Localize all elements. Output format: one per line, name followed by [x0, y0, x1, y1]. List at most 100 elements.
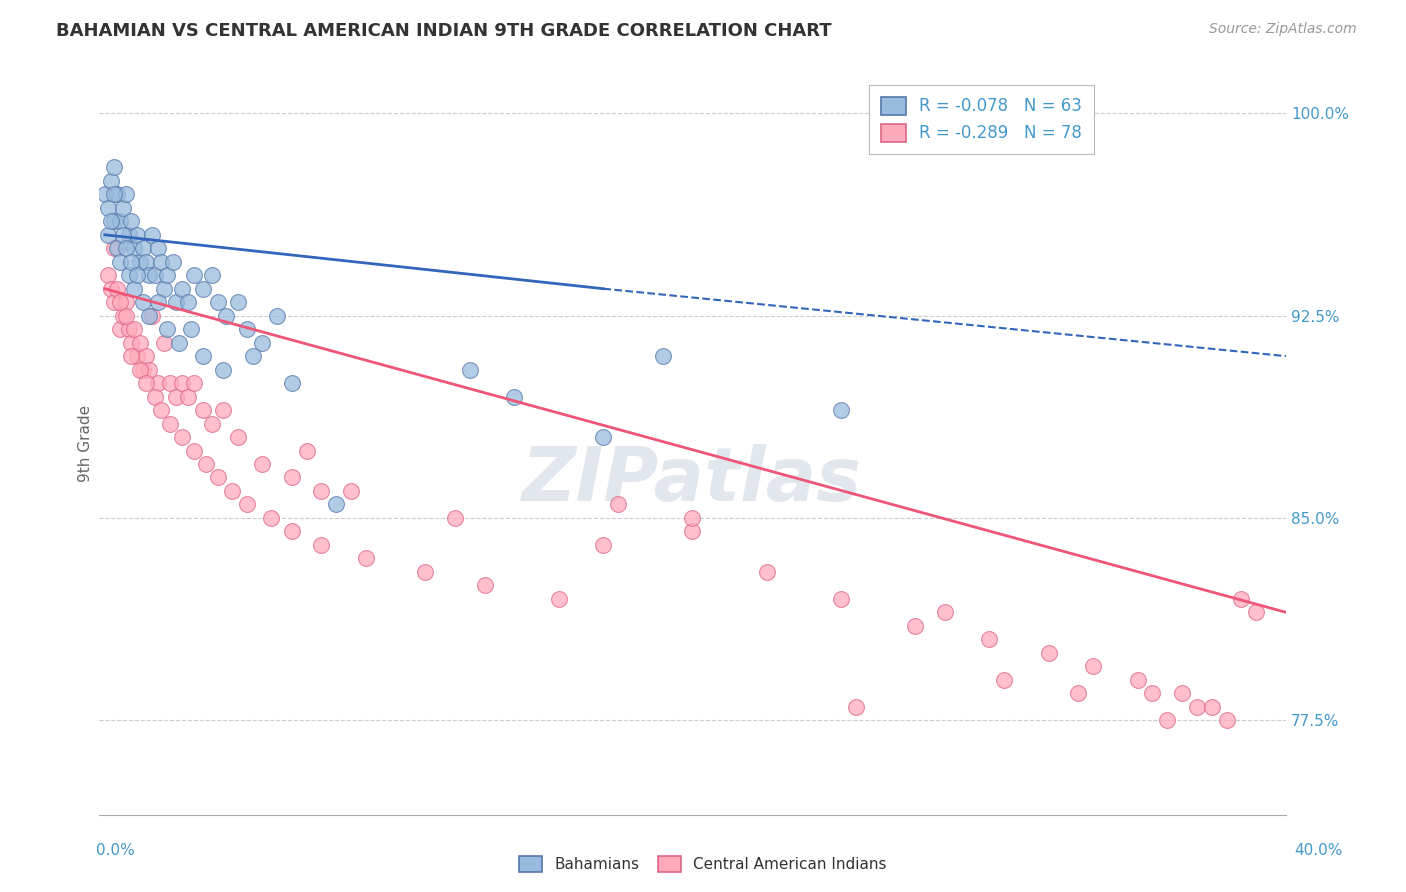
- Point: [170, 282, 193, 296]
- Point: [170, 376, 193, 390]
- Point: [845, 699, 868, 714]
- Point: [547, 591, 569, 606]
- Point: [150, 403, 173, 417]
- Text: 40.0%: 40.0%: [1295, 843, 1343, 858]
- Point: [108, 254, 131, 268]
- Point: [97, 201, 120, 215]
- Point: [148, 295, 170, 310]
- Point: [124, 282, 146, 296]
- Point: [458, 362, 481, 376]
- Point: [111, 227, 134, 242]
- Point: [1038, 646, 1060, 660]
- Point: [250, 457, 273, 471]
- Point: [1185, 699, 1208, 714]
- Point: [592, 430, 614, 444]
- Point: [993, 673, 1015, 687]
- Point: [138, 362, 160, 376]
- Point: [830, 403, 852, 417]
- Point: [250, 335, 273, 350]
- Point: [103, 241, 125, 255]
- Text: 0.0%: 0.0%: [96, 843, 135, 858]
- Text: Source: ZipAtlas.com: Source: ZipAtlas.com: [1209, 22, 1357, 37]
- Point: [103, 295, 125, 310]
- Point: [105, 282, 128, 296]
- Point: [170, 430, 193, 444]
- Point: [226, 430, 249, 444]
- Point: [1215, 713, 1237, 727]
- Point: [681, 511, 703, 525]
- Point: [444, 511, 467, 525]
- Point: [100, 282, 122, 296]
- Point: [156, 322, 179, 336]
- Point: [979, 632, 1001, 647]
- Point: [135, 349, 157, 363]
- Point: [592, 538, 614, 552]
- Point: [159, 376, 181, 390]
- Text: BAHAMIAN VS CENTRAL AMERICAN INDIAN 9TH GRADE CORRELATION CHART: BAHAMIAN VS CENTRAL AMERICAN INDIAN 9TH …: [56, 22, 832, 40]
- Point: [129, 335, 152, 350]
- Point: [1126, 673, 1149, 687]
- Point: [221, 483, 243, 498]
- Point: [127, 349, 149, 363]
- Point: [141, 309, 163, 323]
- Point: [148, 376, 170, 390]
- Point: [148, 241, 170, 255]
- Point: [1171, 686, 1194, 700]
- Point: [159, 417, 181, 431]
- Point: [103, 214, 125, 228]
- Point: [212, 362, 235, 376]
- Point: [143, 390, 166, 404]
- Point: [124, 322, 146, 336]
- Point: [117, 227, 139, 242]
- Point: [236, 322, 259, 336]
- Point: [681, 524, 703, 539]
- Point: [103, 187, 125, 202]
- Point: [167, 335, 190, 350]
- Point: [830, 591, 852, 606]
- Point: [94, 187, 117, 202]
- Point: [103, 161, 125, 175]
- Point: [135, 254, 157, 268]
- Point: [143, 268, 166, 283]
- Point: [201, 417, 224, 431]
- Point: [127, 268, 149, 283]
- Point: [207, 295, 229, 310]
- Point: [191, 403, 214, 417]
- Point: [311, 483, 333, 498]
- Point: [1081, 659, 1104, 673]
- Y-axis label: 9th Grade: 9th Grade: [79, 405, 93, 483]
- Point: [191, 282, 214, 296]
- Point: [226, 295, 249, 310]
- Point: [132, 295, 155, 310]
- Point: [1156, 713, 1178, 727]
- Point: [280, 524, 302, 539]
- Point: [97, 227, 120, 242]
- Point: [114, 187, 136, 202]
- Point: [201, 268, 224, 283]
- Point: [121, 254, 143, 268]
- Point: [194, 457, 217, 471]
- Point: [100, 174, 122, 188]
- Point: [153, 335, 176, 350]
- Point: [354, 551, 377, 566]
- Point: [156, 268, 179, 283]
- Point: [121, 349, 143, 363]
- Point: [165, 390, 187, 404]
- Point: [1142, 686, 1164, 700]
- Point: [108, 322, 131, 336]
- Point: [132, 362, 155, 376]
- Point: [153, 282, 176, 296]
- Point: [114, 309, 136, 323]
- Point: [111, 201, 134, 215]
- Point: [100, 214, 122, 228]
- Point: [503, 390, 526, 404]
- Point: [127, 227, 149, 242]
- Point: [114, 295, 136, 310]
- Point: [1201, 699, 1223, 714]
- Point: [129, 362, 152, 376]
- Point: [132, 241, 155, 255]
- Point: [934, 605, 956, 619]
- Point: [162, 254, 184, 268]
- Point: [607, 498, 630, 512]
- Point: [755, 565, 778, 579]
